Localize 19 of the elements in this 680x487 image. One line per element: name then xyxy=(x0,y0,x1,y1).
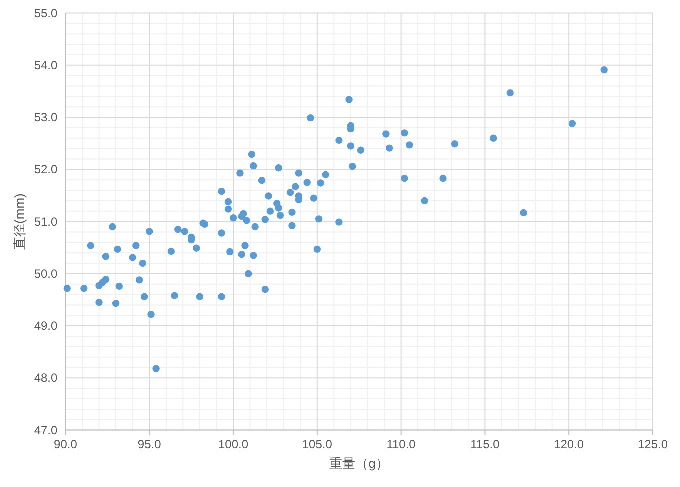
x-axis-title: 重量（g） xyxy=(330,456,389,471)
x-tick-label: 120.0 xyxy=(554,437,584,452)
x-tick-label: 105.0 xyxy=(302,437,333,452)
y-tick-label: 53.0 xyxy=(34,110,58,125)
y-tick-label: 49.0 xyxy=(34,319,58,334)
x-tick-label: 90.0 xyxy=(54,437,78,452)
x-tick-label: 100.0 xyxy=(218,437,249,452)
x-tick-label: 95.0 xyxy=(138,437,162,452)
y-tick-label: 50.0 xyxy=(34,266,58,281)
y-tick-label: 52.0 xyxy=(34,162,58,177)
y-tick-label: 55.0 xyxy=(34,6,58,20)
y-axis-title: 直径(mm) xyxy=(12,194,27,250)
y-tick-label: 54.0 xyxy=(34,58,58,72)
y-tick-label: 51.0 xyxy=(34,214,58,229)
x-tick-label: 125.0 xyxy=(638,437,668,452)
y-tick-label: 47.0 xyxy=(34,423,58,438)
x-tick-label: 110.0 xyxy=(386,437,416,452)
y-tick-label: 48.0 xyxy=(34,371,58,386)
x-tick-label: 115.0 xyxy=(470,437,500,452)
